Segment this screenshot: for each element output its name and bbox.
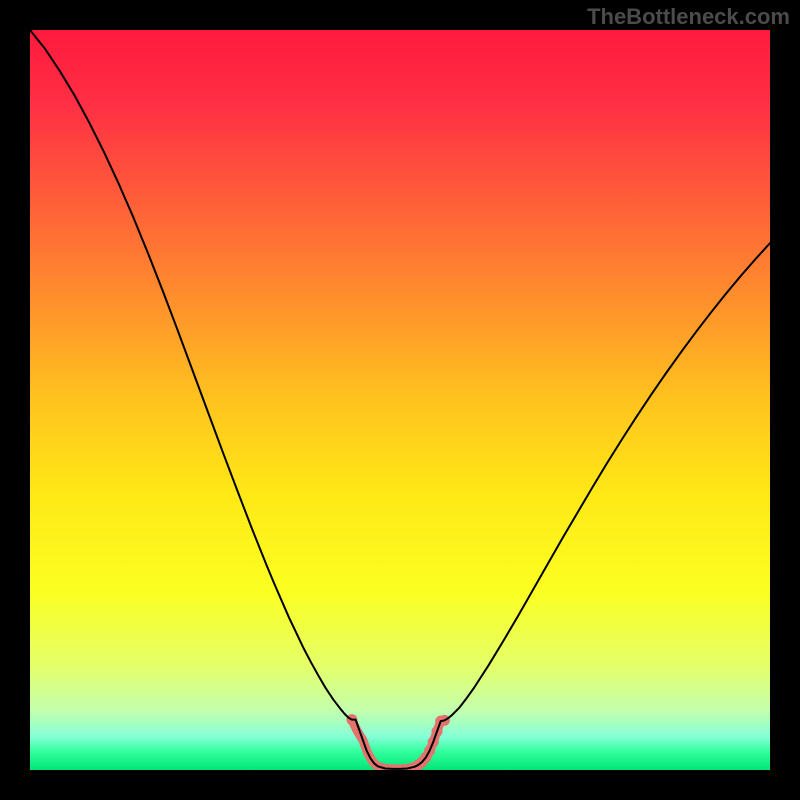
chart-background xyxy=(30,30,770,770)
watermark-text: TheBottleneck.com xyxy=(587,4,790,30)
chart-svg xyxy=(0,0,800,800)
bottleneck-chart: TheBottleneck.com xyxy=(0,0,800,800)
